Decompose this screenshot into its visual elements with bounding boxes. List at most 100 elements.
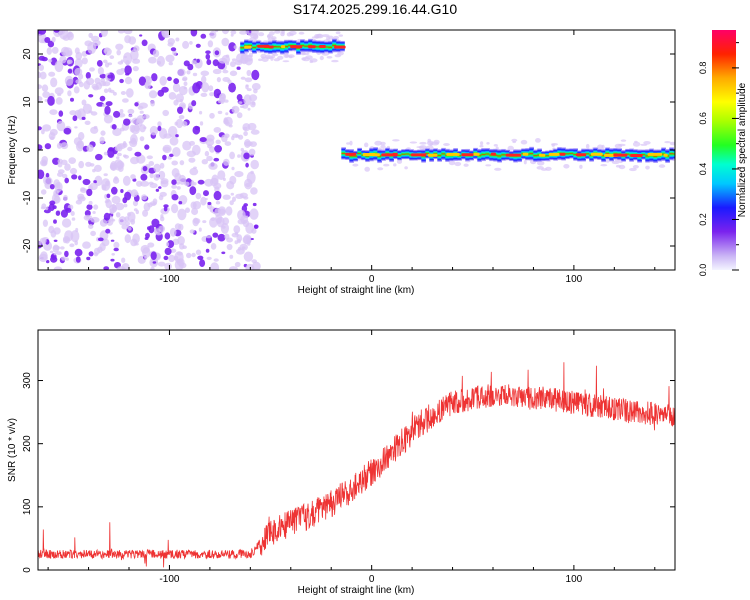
noise-dot xyxy=(74,126,78,129)
noise-dot xyxy=(56,142,62,149)
noise-dot xyxy=(119,78,124,84)
noise-dot xyxy=(111,203,116,210)
noise-dot xyxy=(243,203,248,207)
noise-dot xyxy=(237,209,246,221)
noise-dot xyxy=(249,208,259,220)
noise-dot xyxy=(163,206,168,212)
main-track-halo-dot xyxy=(507,145,514,151)
main-track-band-cell xyxy=(653,149,658,163)
noise-dot xyxy=(234,261,241,268)
noise-dot xyxy=(190,30,198,37)
noise-dot xyxy=(206,235,212,239)
noise-dot xyxy=(120,59,124,63)
upper-track-halo-dot xyxy=(335,31,341,35)
main-track-halo-dot xyxy=(645,165,650,170)
noise-dot xyxy=(250,129,260,135)
noise-dot xyxy=(137,105,144,110)
noise-dot xyxy=(206,134,215,142)
noise-dot xyxy=(173,78,180,85)
noise-dot xyxy=(162,146,171,152)
noise-dot xyxy=(114,145,121,152)
noise-dot xyxy=(224,133,230,139)
noise-dot xyxy=(94,175,103,186)
noise-dot xyxy=(205,50,211,54)
noise-dot xyxy=(208,85,214,92)
snr-x-tick-label: 0 xyxy=(369,574,375,585)
snr-panel: -100 0 100 0 100 200 300 Height of straight li… xyxy=(7,329,676,596)
noise-dot xyxy=(49,184,55,190)
noise-dot xyxy=(225,206,233,216)
noise-dot xyxy=(113,241,120,249)
noise-dot xyxy=(195,43,201,48)
noise-dot xyxy=(45,172,50,178)
noise-dot xyxy=(111,186,118,195)
noise-dot xyxy=(243,94,252,106)
noise-dot xyxy=(136,115,145,124)
noise-dot xyxy=(38,169,45,180)
noise-dot xyxy=(56,190,60,193)
main-track-halo-dot xyxy=(377,167,384,171)
noise-dot xyxy=(103,266,110,270)
noise-dot xyxy=(204,178,214,187)
noise-dot xyxy=(238,134,244,140)
noise-dot xyxy=(61,218,72,228)
noise-dot xyxy=(70,230,80,243)
noise-dot xyxy=(142,166,148,172)
noise-dot xyxy=(38,55,46,61)
noise-dot xyxy=(163,204,169,208)
noise-dot xyxy=(183,86,187,90)
snr-x-axis-label: Height of straight line (km) xyxy=(298,585,415,596)
upper-track-halo-dot xyxy=(316,33,322,38)
noise-dot xyxy=(195,192,202,200)
spectrogram-y-tick-label: 0 xyxy=(22,147,33,153)
noise-dot xyxy=(177,236,185,246)
noise-dot xyxy=(201,75,207,84)
main-track-halo-dot xyxy=(523,160,527,165)
noise-dot xyxy=(213,157,220,162)
noise-dot xyxy=(173,255,179,261)
noise-dot xyxy=(213,126,222,133)
noise-dot xyxy=(241,246,246,250)
noise-dot xyxy=(207,201,212,206)
noise-dot xyxy=(251,69,260,81)
noise-dot xyxy=(92,211,96,214)
main-track-band-cell xyxy=(625,148,630,160)
noise-dot xyxy=(115,43,124,50)
noise-dot xyxy=(179,99,183,103)
main-track-band-cell xyxy=(529,146,534,161)
snr-y-tick-label: 300 xyxy=(22,372,33,389)
noise-dot xyxy=(38,253,48,263)
upper-track-halo-dot xyxy=(286,32,292,37)
main-track-band-cell xyxy=(357,147,362,160)
noise-dot xyxy=(250,187,258,195)
noise-dot xyxy=(45,206,49,211)
noise-dot xyxy=(103,88,109,94)
noise-dot xyxy=(227,79,232,85)
main-track-halo-dot xyxy=(563,164,570,169)
noise-dot xyxy=(83,214,93,221)
noise-dot xyxy=(38,30,47,35)
main-track-halo-dot xyxy=(632,165,639,169)
noise-dot xyxy=(164,247,172,256)
noise-dot xyxy=(193,218,201,224)
noise-dot xyxy=(199,137,207,143)
noise-dot xyxy=(205,53,211,60)
noise-dot xyxy=(230,33,234,37)
upper-track-halo-dot xyxy=(309,60,314,64)
noise-dot xyxy=(172,82,181,93)
noise-dot xyxy=(153,163,161,173)
noise-dot xyxy=(138,76,146,86)
noise-dot xyxy=(82,178,91,186)
main-track-halo-dot xyxy=(614,143,623,149)
noise-dot xyxy=(212,68,222,75)
noise-dot xyxy=(139,110,144,114)
noise-dot xyxy=(105,180,110,187)
main-track-band-cell xyxy=(457,150,462,161)
noise-dot xyxy=(179,160,185,166)
noise-dot xyxy=(107,147,115,158)
noise-dot xyxy=(74,47,80,55)
main-track-core-mark xyxy=(461,153,474,157)
noise-dot xyxy=(215,139,221,145)
main-track-halo-dot xyxy=(364,166,371,172)
